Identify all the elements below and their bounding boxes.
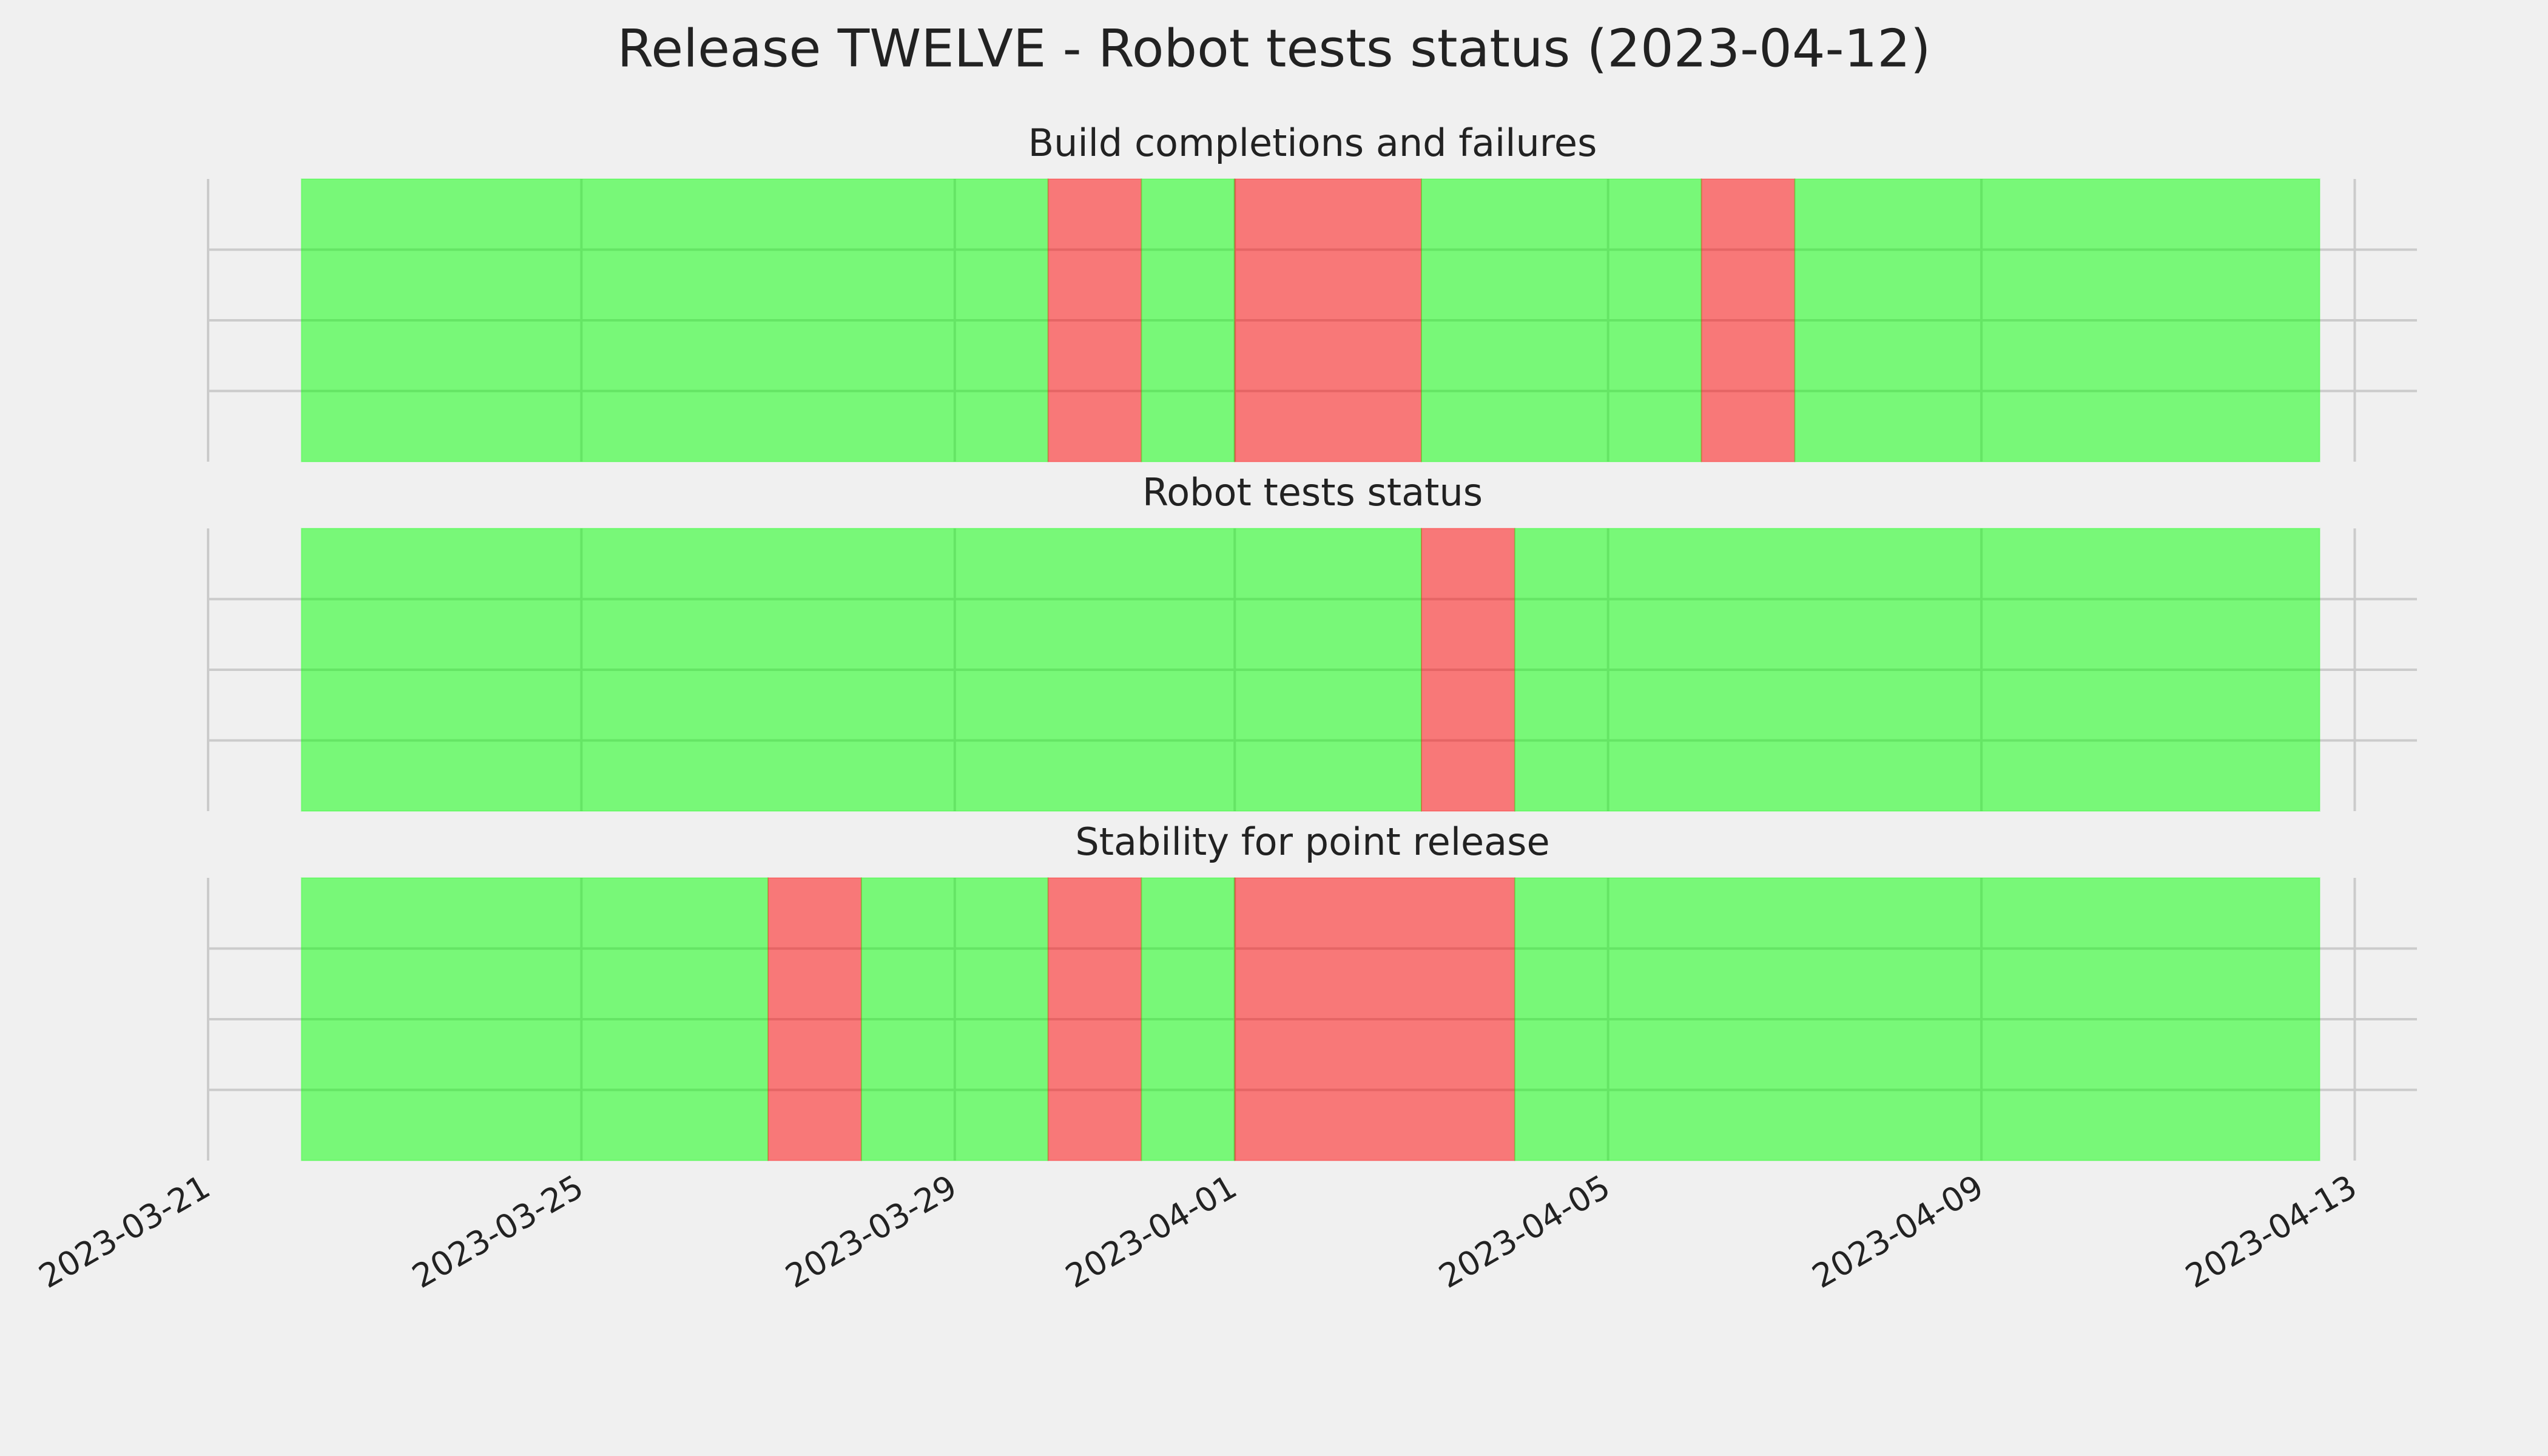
- status-span: [1700, 178, 1796, 462]
- x-tick-label: 2023-04-09: [1806, 1167, 1990, 1295]
- panel-title: Build completions and failures: [1028, 121, 1597, 165]
- status-span: [1141, 178, 1236, 462]
- status-span: [1420, 528, 1515, 812]
- x-tick-label: 2023-03-21: [33, 1167, 217, 1295]
- status-span: [300, 877, 769, 1161]
- status-span: [767, 877, 862, 1161]
- status-span: [1234, 178, 1422, 462]
- panel-title: Robot tests status: [1142, 470, 1483, 514]
- x-tick-label: 2023-04-05: [1432, 1167, 1616, 1295]
- status-span: [1514, 877, 2320, 1161]
- status-span: [1047, 877, 1142, 1161]
- x-tick-label: 2023-04-01: [1059, 1167, 1243, 1295]
- x-tick-label: 2023-03-25: [406, 1167, 590, 1295]
- status-span: [1141, 877, 1236, 1161]
- status-span: [1047, 178, 1142, 462]
- status-span: [1234, 877, 1515, 1161]
- x-tick-label: 2023-03-29: [779, 1167, 963, 1295]
- chart-title: Release TWELVE - Robot tests status (202…: [617, 18, 1930, 79]
- status-span: [300, 178, 1049, 462]
- status-span: [1420, 178, 1702, 462]
- panel-title: Stability for point release: [1075, 820, 1549, 864]
- x-tick-label: 2023-04-13: [2179, 1167, 2363, 1295]
- status-span: [860, 877, 1049, 1161]
- status-span: [1514, 528, 2320, 812]
- status-span: [1794, 178, 2320, 462]
- status-span: [300, 528, 1422, 812]
